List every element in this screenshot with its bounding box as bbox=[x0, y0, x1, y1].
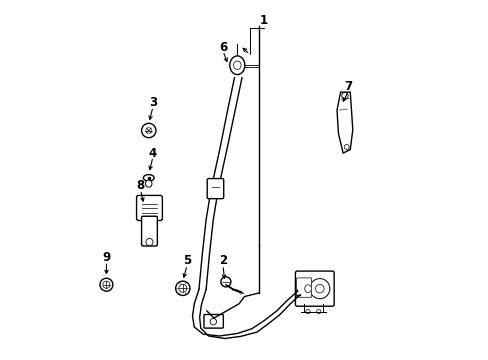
Text: 3: 3 bbox=[149, 96, 157, 109]
Ellipse shape bbox=[145, 180, 152, 187]
Circle shape bbox=[309, 279, 329, 299]
Ellipse shape bbox=[143, 175, 154, 181]
Text: 2: 2 bbox=[219, 254, 226, 267]
Text: 9: 9 bbox=[102, 251, 110, 264]
Circle shape bbox=[142, 123, 156, 138]
Polygon shape bbox=[336, 92, 352, 153]
Circle shape bbox=[315, 284, 324, 293]
Text: 7: 7 bbox=[344, 80, 352, 93]
Text: 1: 1 bbox=[260, 14, 268, 27]
Circle shape bbox=[344, 144, 348, 149]
Text: 6: 6 bbox=[219, 41, 226, 54]
Circle shape bbox=[100, 278, 113, 291]
FancyBboxPatch shape bbox=[142, 216, 157, 246]
Circle shape bbox=[145, 238, 153, 246]
Circle shape bbox=[341, 93, 347, 99]
Text: 5: 5 bbox=[183, 254, 191, 267]
Text: 4: 4 bbox=[149, 147, 157, 159]
Circle shape bbox=[175, 281, 190, 296]
FancyBboxPatch shape bbox=[203, 315, 223, 328]
Ellipse shape bbox=[233, 61, 241, 69]
Circle shape bbox=[145, 128, 151, 134]
Ellipse shape bbox=[229, 56, 244, 75]
FancyBboxPatch shape bbox=[207, 179, 223, 199]
Circle shape bbox=[316, 310, 320, 314]
Circle shape bbox=[210, 319, 216, 325]
Text: 8: 8 bbox=[136, 179, 144, 192]
Circle shape bbox=[102, 281, 110, 288]
FancyBboxPatch shape bbox=[295, 271, 333, 306]
Circle shape bbox=[179, 284, 186, 292]
FancyBboxPatch shape bbox=[136, 195, 162, 221]
Circle shape bbox=[221, 277, 230, 287]
Circle shape bbox=[305, 310, 309, 314]
FancyBboxPatch shape bbox=[296, 278, 311, 297]
